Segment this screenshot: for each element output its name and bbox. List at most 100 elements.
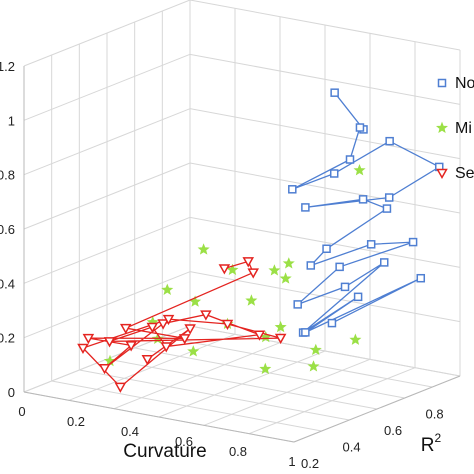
- data-point: [161, 283, 174, 295]
- data-point: [184, 324, 196, 335]
- data-point: [98, 364, 111, 375]
- x-tick-label: 0.6: [175, 434, 193, 449]
- y-axis-title: R2: [421, 431, 442, 456]
- gridline: [162, 336, 433, 388]
- x-tick-label: 0.2: [67, 414, 85, 429]
- data-point: [384, 193, 394, 202]
- gridline: [106, 358, 378, 410]
- x-axis-line: [23, 391, 295, 443]
- data-point: [282, 257, 295, 269]
- x-tick-label: 0.4: [121, 424, 139, 439]
- gridline: [203, 358, 371, 426]
- data-point: [322, 244, 331, 253]
- data-point: [253, 330, 266, 341]
- y-tick-label: 0.6: [384, 423, 402, 438]
- z-axis-ticks: 0 0.2 0.4 0.6 0.8 1 1.2: [0, 59, 15, 400]
- data-point: [330, 88, 339, 97]
- y-tick-label: 0.8: [426, 407, 444, 422]
- legend-label: Mi: [455, 120, 472, 137]
- data-point: [259, 362, 272, 375]
- data-point: [355, 123, 365, 132]
- legend-item: No: [437, 75, 474, 92]
- data-point: [242, 257, 255, 268]
- gridline: [23, 53, 191, 121]
- data-point: [247, 268, 260, 279]
- data-point: [146, 322, 159, 334]
- data-point: [82, 333, 95, 345]
- y-axis-title-base: R: [421, 435, 435, 456]
- data-point: [340, 282, 350, 292]
- series-no: [288, 88, 444, 337]
- data-point: [327, 318, 337, 328]
- data-point: [218, 264, 231, 275]
- z-tick-label: 0.6: [0, 222, 15, 237]
- legend-item: Mi: [436, 120, 472, 137]
- x-tick-label: 0.8: [229, 444, 247, 459]
- gridline: [189, 0, 461, 51]
- gridline: [189, 325, 461, 377]
- data-point: [279, 272, 292, 284]
- data-point: [268, 264, 281, 276]
- data-point: [114, 382, 127, 393]
- data-point: [162, 314, 175, 326]
- data-point: [157, 319, 169, 330]
- y-axis-title-superscript: 2: [435, 431, 442, 445]
- legend-marker: [436, 121, 448, 134]
- data-point: [274, 320, 287, 333]
- data-point: [274, 333, 287, 345]
- y-axis-ticks: 0.2 0.4 0.6 0.8: [301, 407, 444, 472]
- data-point: [306, 261, 316, 270]
- data-point: [226, 263, 239, 276]
- z-tick-label: 0: [8, 385, 15, 400]
- data-point: [309, 343, 322, 356]
- x-tick-label: 1: [288, 454, 295, 469]
- data-point: [178, 334, 191, 345]
- y-tick-label: 0.2: [301, 456, 319, 471]
- z-tick-label: 0.2: [0, 331, 15, 346]
- y-tick-label: 0.4: [343, 440, 361, 455]
- z-tick-label: 1.2: [0, 59, 15, 74]
- data-point: [125, 341, 137, 352]
- gridline: [23, 0, 191, 67]
- data-point: [197, 243, 210, 255]
- data-point: [382, 204, 392, 213]
- legend-label: Sev: [455, 165, 474, 182]
- data-point: [293, 300, 302, 309]
- legend-marker: [436, 168, 448, 180]
- series-sev: [77, 257, 287, 393]
- legend-marker: [437, 78, 447, 88]
- series-layer: [77, 88, 444, 393]
- data-point: [245, 294, 258, 306]
- grid-layer: [23, 0, 461, 443]
- legend-item: Sev: [436, 165, 474, 182]
- data-point: [353, 163, 366, 176]
- data-point: [301, 328, 310, 337]
- gridline: [189, 53, 461, 105]
- data-point: [380, 258, 389, 267]
- x-axis-ticks: 0 0.2 0.4 0.6 0.8 1: [18, 404, 295, 469]
- z-tick-label: 0.4: [0, 276, 15, 291]
- x-axis-title: Curvature: [123, 441, 206, 462]
- data-point: [345, 155, 355, 164]
- data-point: [187, 345, 200, 357]
- data-point: [335, 262, 344, 272]
- data-point: [160, 342, 173, 353]
- data-point: [329, 169, 339, 178]
- gridline: [134, 347, 405, 399]
- series-mi: [103, 163, 366, 375]
- data-point: [307, 360, 320, 372]
- data-point: [408, 237, 418, 247]
- data-point: [221, 319, 234, 331]
- z-tick-label: 0.8: [0, 168, 15, 183]
- data-point: [366, 240, 376, 249]
- legend-label: No: [455, 75, 474, 92]
- z-tick-label: 1: [8, 113, 15, 128]
- legend: No Mi Sev: [436, 75, 474, 182]
- data-point: [103, 337, 116, 348]
- data-point: [353, 292, 363, 302]
- x-tick-label: 0: [18, 404, 25, 419]
- data-point: [416, 273, 426, 283]
- data-point: [119, 323, 132, 335]
- data-point: [385, 136, 394, 146]
